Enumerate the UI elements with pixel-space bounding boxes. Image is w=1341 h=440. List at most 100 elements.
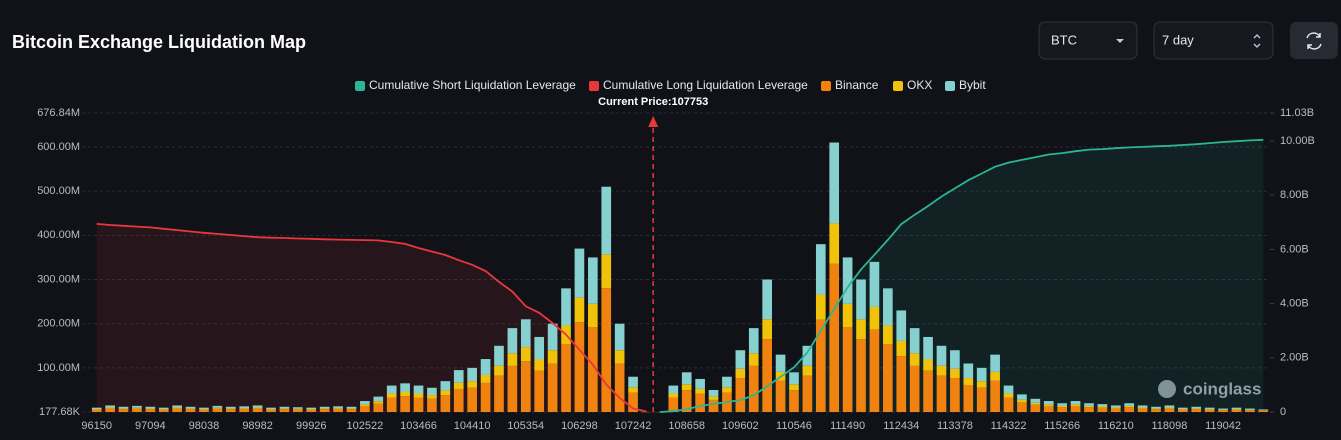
legend-label: Cumulative Long Liquidation Leverage — [603, 78, 808, 92]
bar — [1097, 404, 1108, 407]
y-tick-label: 200.00M — [37, 318, 80, 330]
bar — [453, 382, 464, 389]
bar — [1218, 408, 1228, 410]
bar — [909, 328, 920, 354]
bar — [883, 288, 893, 326]
bar — [199, 408, 209, 410]
bar — [695, 393, 705, 412]
bar — [748, 328, 759, 354]
bar — [185, 409, 196, 412]
legend-label: OKX — [907, 78, 932, 92]
bar — [762, 339, 772, 412]
bar — [279, 406, 290, 409]
bar — [1070, 405, 1081, 412]
bar — [802, 365, 813, 376]
bar — [789, 384, 799, 391]
bar — [1017, 399, 1027, 403]
bar — [1231, 409, 1242, 412]
bar — [1245, 409, 1255, 411]
x-tick-label: 113378 — [937, 420, 973, 432]
select-box[interactable] — [1153, 21, 1274, 60]
bar — [547, 323, 558, 351]
y2-tick-label: 8.00B — [1280, 189, 1309, 201]
bar — [735, 378, 746, 412]
y-tick-label: 100.00M — [37, 362, 80, 374]
bar — [346, 409, 357, 412]
select-box[interactable] — [1038, 21, 1138, 60]
bar — [856, 319, 866, 340]
bar — [1218, 410, 1228, 412]
bar — [896, 340, 907, 357]
bar — [561, 288, 571, 326]
x-tick-label: 98038 — [189, 420, 220, 432]
bar — [467, 387, 477, 412]
symbol-select[interactable]: BTC — [1038, 21, 1138, 60]
bar — [118, 406, 129, 409]
bar — [1084, 407, 1094, 412]
bar — [574, 297, 585, 323]
x-tick-label: 116210 — [1098, 420, 1134, 432]
bar — [1030, 398, 1041, 403]
bar — [1030, 404, 1041, 412]
bar — [172, 407, 182, 409]
bar — [494, 375, 504, 412]
legend-swatch — [355, 81, 365, 91]
bar — [158, 408, 169, 410]
bar — [132, 405, 142, 408]
bar — [306, 408, 317, 410]
bar — [1191, 408, 1202, 410]
watermark-text: coinglass — [1183, 379, 1261, 398]
bar — [1204, 408, 1215, 410]
refresh-button[interactable] — [1290, 22, 1338, 59]
bar — [1137, 405, 1148, 408]
x-tick-label: 103466 — [400, 420, 437, 432]
bar — [534, 359, 545, 371]
bar — [507, 353, 518, 366]
y2-tick-label: 2.00B — [1280, 352, 1309, 364]
bar — [360, 405, 370, 412]
bar — [239, 408, 250, 409]
bar — [990, 380, 1000, 412]
bar — [440, 395, 451, 412]
bar — [976, 367, 987, 382]
x-tick-label: 106298 — [561, 420, 598, 432]
bar — [333, 406, 343, 409]
bar — [212, 405, 223, 408]
button-box[interactable] — [1290, 22, 1338, 59]
x-tick-label: 110546 — [776, 420, 812, 432]
bar — [333, 408, 343, 412]
bar — [386, 397, 397, 412]
watermark: coinglass — [1158, 379, 1261, 398]
bar — [105, 408, 115, 412]
bar — [132, 407, 142, 409]
bar — [1110, 407, 1121, 409]
bar — [896, 310, 907, 341]
bar — [1097, 406, 1108, 408]
y2-tick-label: 0 — [1280, 406, 1286, 418]
bar — [842, 327, 853, 412]
bar — [588, 257, 598, 304]
x-tick-label: 115266 — [1044, 420, 1080, 432]
bar — [386, 385, 397, 394]
bar — [91, 407, 102, 409]
x-tick-label: 97094 — [135, 420, 166, 432]
bar — [266, 407, 276, 409]
bar — [681, 390, 692, 412]
bar — [735, 350, 746, 369]
bar — [440, 390, 451, 396]
bar — [789, 372, 799, 385]
bar — [427, 387, 437, 396]
legend-swatch — [945, 81, 955, 91]
bar — [668, 397, 679, 412]
bar — [1164, 407, 1175, 409]
period-select[interactable]: 7 day — [1153, 21, 1274, 60]
bar — [212, 408, 223, 412]
bar — [319, 409, 330, 412]
bar — [1164, 405, 1175, 408]
bar — [266, 409, 276, 412]
bar — [722, 387, 732, 393]
bar — [1178, 407, 1188, 409]
bar — [668, 393, 679, 398]
bar — [869, 329, 880, 412]
